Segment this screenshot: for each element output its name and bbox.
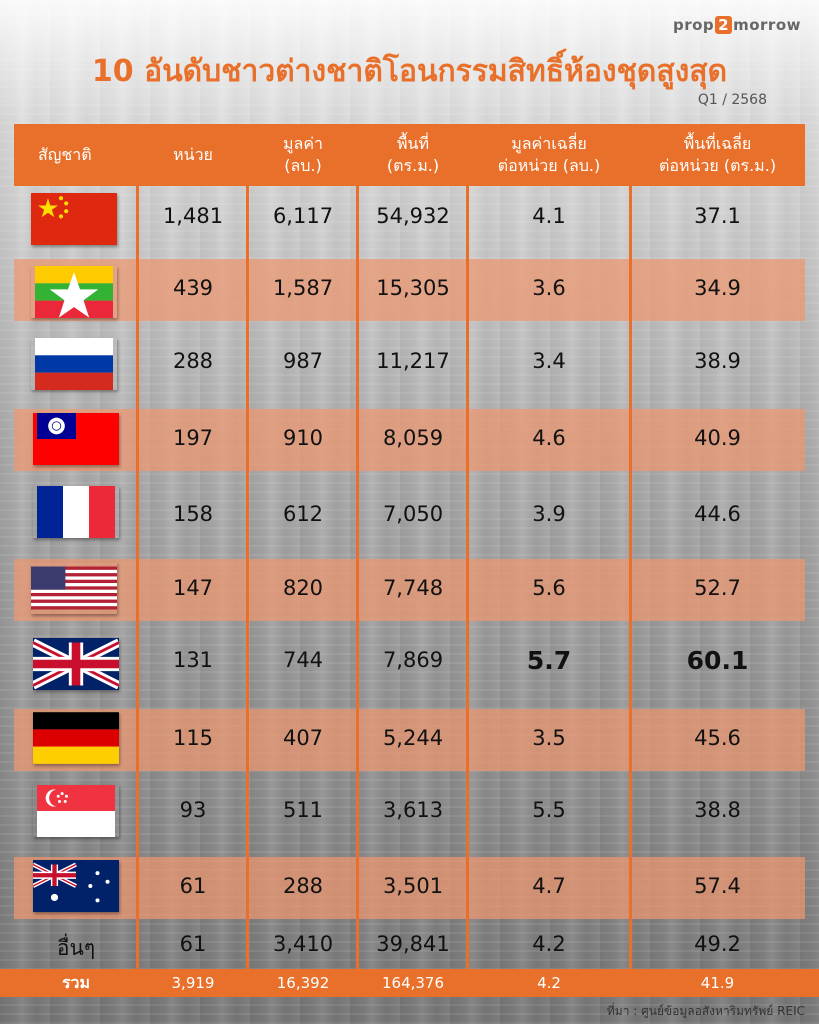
table-cell-avg-area: 49.2 bbox=[694, 932, 741, 956]
usa-flag bbox=[31, 562, 117, 614]
table-cell-avg-area: 57.4 bbox=[694, 874, 741, 898]
table-cell-area: 11,217 bbox=[376, 349, 450, 373]
total-units: 3,919 bbox=[171, 974, 215, 992]
table-cell-units: 158 bbox=[172, 502, 214, 526]
table-cell-area: 7,869 bbox=[382, 648, 444, 672]
table-cell-value: 910 bbox=[282, 426, 324, 450]
table-cell-avg-area: 60.1 bbox=[686, 646, 749, 675]
table-cell-avg-area: 38.8 bbox=[694, 798, 741, 822]
table-cell-avg-area: 45.6 bbox=[694, 726, 741, 750]
table-cell-area: 8,059 bbox=[382, 426, 444, 450]
row-band bbox=[14, 709, 805, 771]
table-cell-area: 54,932 bbox=[376, 204, 450, 228]
table-cell-avg-value: 5.6 bbox=[532, 576, 566, 600]
russia-flag bbox=[31, 338, 117, 390]
row-band bbox=[14, 559, 805, 621]
column-divider bbox=[466, 124, 469, 970]
table-cell-area: 39,841 bbox=[376, 932, 450, 956]
total-area: 164,376 bbox=[381, 974, 445, 992]
table-cell-units: 439 bbox=[172, 276, 214, 300]
table-cell-value: 612 bbox=[282, 502, 324, 526]
table-cell-value: 6,117 bbox=[272, 204, 334, 228]
table-cell-area: 7,050 bbox=[382, 502, 444, 526]
total-bar bbox=[0, 969, 819, 997]
column-divider bbox=[356, 124, 359, 970]
table-cell-avg-area: 38.9 bbox=[694, 349, 741, 373]
total-avg-value: 4.2 bbox=[537, 974, 561, 992]
column-divider bbox=[136, 124, 139, 970]
table-cell-avg-area: 34.9 bbox=[694, 276, 741, 300]
table-cell-avg-area: 52.7 bbox=[694, 576, 741, 600]
total-value: 16,392 bbox=[276, 974, 330, 992]
table-cell-avg-value: 4.1 bbox=[532, 204, 566, 228]
table-cell-area: 7,748 bbox=[382, 576, 444, 600]
myanmar-flag bbox=[31, 266, 117, 318]
period-subtitle: Q1 / 2568 bbox=[697, 92, 767, 108]
table-cell-avg-value: 4.6 bbox=[532, 426, 566, 450]
prop2morrow-logo: prop 2 morrow bbox=[672, 16, 801, 34]
table-cell-avg-value: 5.7 bbox=[526, 646, 572, 675]
table-cell-units: 61 bbox=[179, 874, 207, 898]
table-cell-avg-value: 3.9 bbox=[532, 502, 566, 526]
row-band bbox=[14, 409, 805, 471]
table-cell-units: 131 bbox=[172, 648, 214, 672]
row-band bbox=[14, 857, 805, 919]
table-cell-area: 5,244 bbox=[382, 726, 444, 750]
table-cell-value: 511 bbox=[282, 798, 324, 822]
france-flag bbox=[33, 486, 119, 538]
table-cell-area: 15,305 bbox=[376, 276, 450, 300]
total-avg-area: 41.9 bbox=[700, 974, 735, 992]
row-band bbox=[14, 259, 805, 321]
table-cell-units: 115 bbox=[172, 726, 214, 750]
table-cell-avg-value: 4.7 bbox=[532, 874, 566, 898]
table-cell-value: 987 bbox=[282, 349, 324, 373]
table-cell-value: 407 bbox=[282, 726, 324, 750]
singapore-flag bbox=[33, 785, 119, 837]
table-cell-avg-area: 37.1 bbox=[694, 204, 741, 228]
table-cell-units: 288 bbox=[172, 349, 214, 373]
taiwan-flag bbox=[33, 413, 119, 465]
table-header-bar bbox=[14, 124, 805, 186]
table-cell-avg-value: 3.4 bbox=[532, 349, 566, 373]
table-cell-units: 1,481 bbox=[162, 204, 224, 228]
header-value: มูลค่า (ลบ.) bbox=[282, 134, 324, 175]
header-nationality: สัญชาติ bbox=[38, 145, 92, 164]
table-cell-area: 3,613 bbox=[382, 798, 444, 822]
uk-flag bbox=[33, 638, 119, 690]
table-cell-units: 197 bbox=[172, 426, 214, 450]
source-note: ที่มา : ศูนย์ข้อมูลอสังหาริมทรัพย์ REIC bbox=[606, 1004, 805, 1018]
australia-flag bbox=[33, 860, 119, 912]
table-cell-units: 147 bbox=[172, 576, 214, 600]
table-cell-value: 820 bbox=[282, 576, 324, 600]
germany-flag bbox=[33, 712, 119, 764]
column-divider bbox=[629, 124, 632, 970]
header-avg-value: มูลค่าเฉลี่ย ต่อหน่วย (ลบ.) bbox=[497, 134, 601, 175]
table-cell-value: 3,410 bbox=[272, 932, 334, 956]
table-cell-avg-value: 5.5 bbox=[532, 798, 566, 822]
header-avg-area: พื้นที่เฉลี่ย ต่อหน่วย (ตร.ม.) bbox=[658, 134, 777, 175]
table-cell-area: 3,501 bbox=[382, 874, 444, 898]
china-flag bbox=[31, 193, 117, 245]
table-cell-avg-value: 3.6 bbox=[532, 276, 566, 300]
table-cell-avg-value: 4.2 bbox=[532, 932, 566, 956]
column-divider bbox=[246, 124, 249, 970]
table-cell-value: 744 bbox=[282, 648, 324, 672]
header-units: หน่วย bbox=[173, 145, 213, 164]
table-cell-avg-area: 44.6 bbox=[694, 502, 741, 526]
table-cell-units: 93 bbox=[179, 798, 207, 822]
total-label: รวม bbox=[61, 973, 91, 992]
header-area: พื้นที่ (ตร.ม.) bbox=[386, 134, 440, 175]
table-cell-avg-area: 40.9 bbox=[694, 426, 741, 450]
table-cell-value: 1,587 bbox=[272, 276, 334, 300]
table-cell-avg-value: 3.5 bbox=[532, 726, 566, 750]
table-cell-value: 288 bbox=[282, 874, 324, 898]
table-cell-units: 61 bbox=[179, 932, 207, 956]
row-label: อื่นๆ bbox=[56, 936, 96, 960]
page-title: 10 อันดับชาวต่างชาติโอนกรรมสิทธิ์ห้องชุด… bbox=[91, 54, 728, 89]
